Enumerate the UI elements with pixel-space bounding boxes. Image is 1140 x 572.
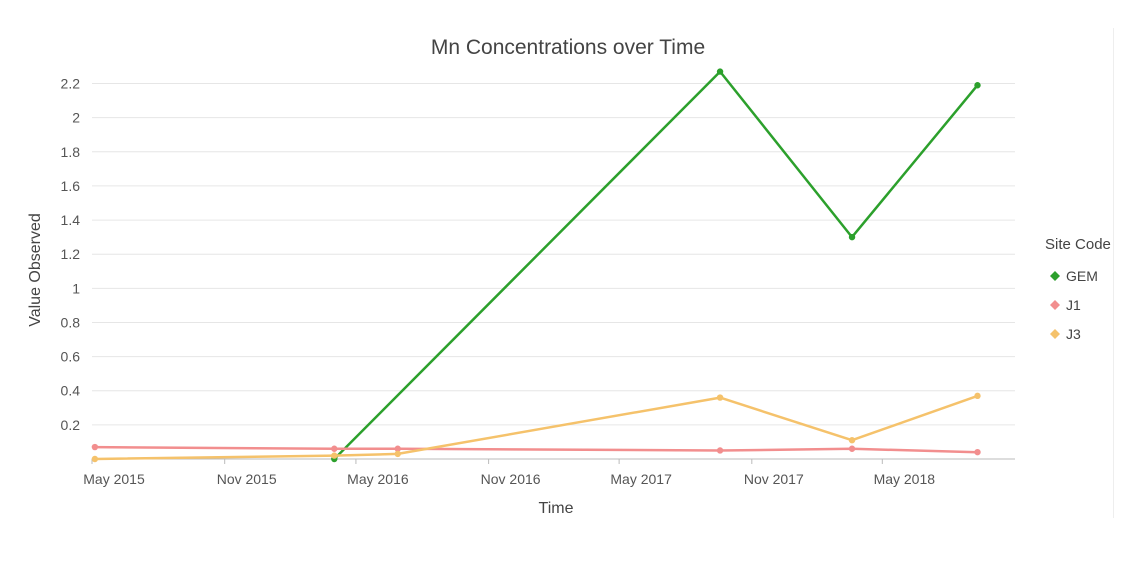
x-tick-label: Nov 2016 [481,471,541,487]
legend-marker-icon [1050,300,1060,310]
series-lines [93,70,979,461]
data-point-j1[interactable] [331,445,338,452]
x-tick-label: May 2016 [347,471,409,487]
legend-marker-icon [1050,271,1060,281]
data-point-gem[interactable] [848,233,856,241]
y-tick-label: 1.4 [61,212,81,228]
y-tick-label: 0.2 [61,417,81,433]
legend-title: Site Code [1045,236,1111,253]
data-point-j3[interactable] [974,392,981,400]
y-tick-label: 0.4 [61,383,81,399]
chart-title: Mn Concentrations over Time [431,36,705,59]
y-tick-label: 1.8 [61,144,81,160]
gridlines [92,83,1015,426]
x-tick-label: Nov 2015 [217,471,277,487]
y-tick-label: 1.2 [61,246,81,262]
data-point-j1[interactable] [394,445,401,452]
data-point-j3[interactable] [394,450,401,458]
x-axis: May 2015 Nov 2015 May 2016 Nov 2016 May 2017… [83,459,935,487]
data-point-j1[interactable] [716,447,724,454]
data-point-j1[interactable] [974,448,981,456]
data-point-gem[interactable] [974,82,981,89]
legend-item-gem[interactable]: GEM [1066,268,1098,284]
data-point-j1[interactable] [848,445,856,452]
y-tick-label: 0.8 [61,314,81,330]
data-point-j1[interactable] [91,443,99,451]
legend-marker-icon [1050,329,1060,339]
legend-item-j1[interactable]: J1 [1066,297,1081,313]
y-axis: 0.2 0.4 0.6 0.8 1 1.2 1.4 1.6 1.8 2 2.2 [61,76,1015,460]
y-tick-label: 2 [72,110,80,126]
series-line-j3 [93,394,979,461]
x-tick-label: May 2015 [83,471,145,487]
data-point-j3[interactable] [716,394,724,401]
y-tick-label: 0.6 [61,349,81,365]
x-tick-label: May 2017 [610,471,672,487]
series-line-j1 [93,445,979,454]
legend: Site Code GEM J1 J3 [1045,236,1111,342]
data-point-j3[interactable] [848,437,856,444]
x-axis-label: Time [539,500,574,517]
data-point-j3[interactable] [331,452,338,459]
y-tick-label: 2.2 [61,76,81,92]
legend-item-j3[interactable]: J3 [1066,326,1081,342]
series-points [91,68,981,463]
y-tick-label: 1 [72,280,80,296]
panel-divider [1113,28,1114,518]
y-axis-label: Value Observed [27,213,44,327]
data-point-j3[interactable] [91,455,99,463]
series-line-gem [333,70,979,461]
x-tick-label: Nov 2017 [744,471,804,487]
y-tick-label: 1.6 [61,178,81,194]
x-tick-label: May 2018 [874,471,936,487]
data-point-gem[interactable] [716,68,724,75]
